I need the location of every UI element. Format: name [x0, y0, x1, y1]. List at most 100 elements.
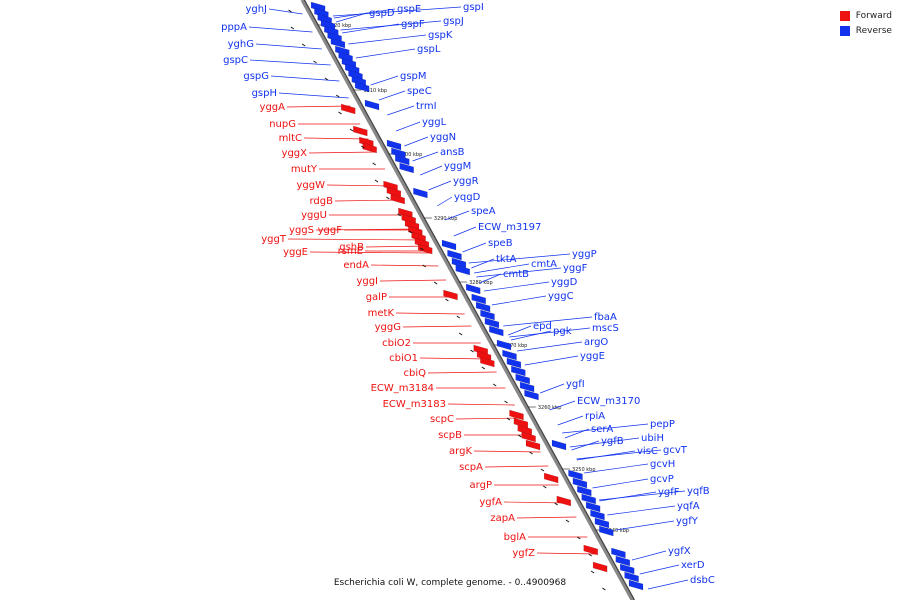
forward-gene-label: yggE: [283, 247, 308, 258]
genome-axis: [300, 0, 634, 600]
reverse-gene-label: gspI: [463, 2, 484, 13]
reverse-leader-line: [647, 579, 689, 590]
feature-tick: [504, 400, 508, 404]
reverse-leader-line: [268, 8, 303, 15]
reverse-gene-label: yqgD: [454, 192, 481, 203]
forward-leader-line: [326, 184, 395, 187]
forward-gene-label: yggW: [296, 180, 325, 191]
feature-tick: [590, 570, 595, 574]
reverse-gene-block: [611, 547, 626, 559]
kbp-tick-label: 3290 kbp: [434, 216, 458, 222]
forward-gene-label: cbiO2: [382, 338, 411, 349]
reverse-leader-line: [420, 165, 443, 176]
reverse-leader-line: [404, 136, 429, 147]
forward-gene-label: yggU: [301, 210, 327, 221]
feature-tick: [529, 451, 533, 455]
reverse-gene-label: gcvT: [663, 445, 688, 456]
reverse-gene-label: yggF: [563, 263, 588, 274]
feature-tick: [324, 77, 329, 81]
reverse-gene-block: [480, 309, 495, 321]
forward-gene-label: argP: [470, 480, 492, 491]
reverse-gene-label: gcvH: [650, 459, 675, 470]
reverse-gene-label: yqfB: [687, 486, 710, 497]
reverse-gene-block: [354, 81, 370, 93]
reverse-gene-block: [577, 485, 592, 497]
kbp-tick-label: 3300 kbp: [399, 152, 423, 158]
reverse-leader-line: [524, 355, 579, 366]
reverse-leader-line: [508, 325, 532, 336]
feature-tick: [290, 26, 295, 30]
reverse-leader-line: [557, 415, 584, 426]
forward-leader-line: [308, 151, 376, 154]
forward-leader-line: [503, 501, 569, 504]
reverse-gene-label: speC: [407, 86, 432, 97]
forward-gene-label: yggX: [282, 148, 308, 159]
forward-gene-block: [390, 193, 405, 205]
reverse-leader-line: [479, 273, 502, 284]
reverse-leader-line: [437, 196, 453, 207]
reverse-leader-line: [395, 121, 421, 132]
forward-leader-line: [379, 279, 447, 282]
reverse-gene-block: [471, 293, 486, 305]
reverse-gene-block: [386, 139, 402, 151]
kbp-tick-label: 3250 kbp: [572, 467, 596, 473]
reverse-gene-label: fbaA: [594, 312, 617, 323]
reverse-gene-block: [524, 389, 539, 401]
reverse-leader-line: [340, 20, 442, 31]
forward-gene-label: rdgB: [310, 196, 334, 207]
forward-gene-label: yggS: [289, 225, 314, 236]
feature-tick: [517, 434, 522, 438]
reverse-gene-label: ygfX: [668, 546, 691, 557]
genome-axis-shadow: [303, 0, 635, 600]
reverse-gene-label: yqfA: [677, 501, 700, 512]
reverse-leader-line: [428, 180, 452, 191]
forward-gene-label: rsmE: [338, 246, 363, 257]
reverse-leader-line: [509, 327, 591, 338]
reverse-leader-line: [607, 505, 676, 516]
reverse-leader-line: [540, 383, 565, 394]
kbp-tick-label: 3270 kbp: [504, 343, 528, 349]
feature-tick: [481, 366, 486, 370]
forward-leader-line: [334, 199, 403, 202]
kbp-tick-label: 3260 kbp: [538, 405, 562, 411]
forward-leader-line: [427, 371, 497, 374]
reverse-leader-line: [517, 341, 583, 352]
reverse-gene-label: ygfY: [676, 516, 699, 527]
reverse-leader-line: [412, 151, 439, 162]
kbp-tick-label: 3240 kbp: [606, 528, 630, 534]
feature-tick: [506, 417, 511, 421]
reverse-leader-line: [584, 463, 649, 474]
reverse-gene-label: ansB: [440, 147, 465, 158]
reverse-gene-block: [502, 349, 517, 361]
reverse-leader-line: [255, 43, 322, 50]
kbp-tick-label: 3310 kbp: [364, 88, 388, 94]
forward-leader-line: [303, 137, 369, 140]
reverse-leader-line: [484, 281, 550, 292]
reverse-gene-block: [594, 517, 610, 529]
reverse-leader-line: [444, 210, 470, 221]
reverse-gene-block: [506, 357, 522, 369]
forward-gene-label: ygfZ: [512, 548, 535, 559]
reverse-gene-label: gspF: [401, 19, 425, 30]
forward-gene-label: cbiO1: [389, 353, 418, 364]
forward-gene-label: yggG: [375, 322, 401, 333]
reverse-leader-line: [468, 253, 571, 264]
reverse-leader-line: [348, 34, 427, 45]
forward-gene-block: [583, 544, 598, 556]
reverse-leader-line: [503, 316, 593, 327]
forward-leader-line: [516, 516, 577, 519]
forward-leader-line: [287, 238, 425, 241]
reverse-gene-label: yggL: [422, 117, 447, 128]
reverse-gene-block: [399, 162, 414, 174]
reverse-gene-label: yggD: [551, 277, 578, 288]
forward-gene-label: metK: [368, 308, 395, 319]
reverse-leader-line: [549, 400, 576, 411]
reverse-leader-line: [474, 263, 530, 274]
reverse-gene-label: cmtA: [531, 259, 557, 270]
reverse-leader-line: [491, 295, 547, 306]
kbp-tick-label: 3320 kbp: [328, 23, 352, 29]
reverse-leader-line: [387, 105, 415, 116]
feature-tick: [301, 43, 306, 47]
